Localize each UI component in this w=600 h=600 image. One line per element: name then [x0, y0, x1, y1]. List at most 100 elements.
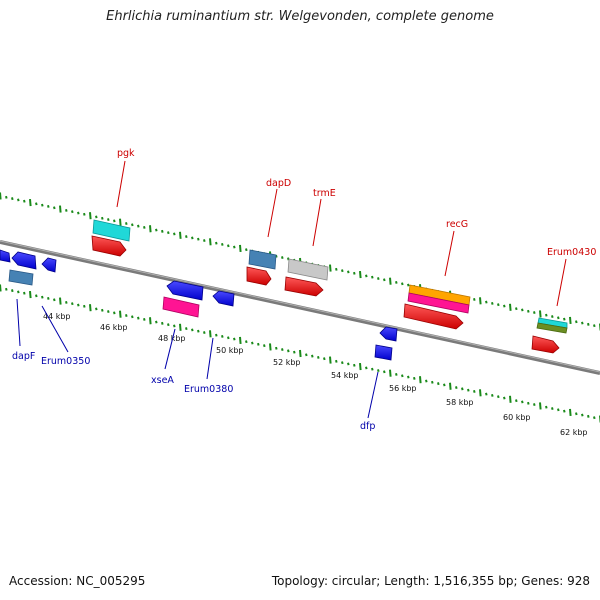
kbp-label: 50 kbp: [216, 346, 244, 355]
gene-label-dfp[interactable]: dfp: [360, 421, 375, 432]
tick-mark: [485, 300, 488, 304]
tick-mark: [473, 298, 476, 301]
tick-mark: [239, 244, 242, 252]
tick-mark: [155, 228, 158, 232]
tick-mark: [413, 376, 416, 380]
tick-mark: [539, 402, 542, 410]
genome-backbone: [0, 240, 600, 375]
tick-mark: [299, 349, 302, 358]
tick-mark: [113, 219, 116, 223]
tick-mark: [209, 330, 212, 338]
tick-mark: [131, 223, 134, 227]
dfp-feature[interactable]: [374, 326, 398, 361]
tick-mark: [479, 297, 482, 305]
gene-label-dapD[interactable]: dapD: [266, 178, 291, 189]
tick-mark: [497, 303, 500, 307]
dapD-callout: [267, 188, 278, 238]
tick-mark: [179, 323, 182, 331]
tick-mark: [179, 231, 182, 239]
gene-label-Erum0430[interactable]: Erum0430: [547, 247, 596, 258]
tick-mark: [251, 341, 254, 345]
tick-mark: [359, 363, 362, 371]
Erum0350-feature[interactable]: [41, 257, 57, 273]
tick-mark: [107, 218, 110, 222]
tick-mark: [569, 408, 572, 417]
kbp-label: 60 kbp: [503, 413, 531, 422]
gene-label-Erum0380[interactable]: Erum0380: [184, 384, 233, 395]
tick-mark: [347, 362, 350, 366]
tick-mark: [365, 274, 368, 278]
tick-mark: [215, 333, 218, 337]
tick-mark: [365, 366, 368, 370]
trmE-feature[interactable]: [284, 258, 329, 297]
tick-mark: [149, 225, 152, 233]
tick-mark: [455, 386, 458, 390]
tick-mark: [209, 238, 212, 246]
gene-label-trmE[interactable]: trmE: [313, 188, 336, 199]
tick-mark: [65, 300, 68, 304]
tick-mark: [473, 390, 476, 393]
gene-label-Erum0350[interactable]: Erum0350: [41, 356, 90, 367]
tick-mark: [293, 350, 296, 354]
trmE-callout: [312, 198, 322, 247]
tick-mark: [173, 232, 176, 236]
tick-mark: [479, 389, 482, 397]
tick-mark: [203, 331, 206, 334]
tick-mark: [101, 216, 104, 220]
tick-mark: [461, 387, 464, 391]
Erum0430-feature[interactable]: [531, 317, 568, 354]
tick-mark: [491, 301, 494, 305]
tick-mark: [557, 408, 560, 412]
tick-mark: [551, 407, 554, 410]
recG-feature[interactable]: [403, 284, 471, 330]
tick-mark: [0, 284, 2, 292]
Erum0380-callout: [206, 337, 214, 380]
tick-mark: [89, 304, 92, 312]
tick-mark: [449, 382, 452, 390]
tick-mark: [353, 271, 356, 275]
dfp-callout: [367, 371, 379, 419]
tick-mark: [371, 367, 374, 371]
tick-mark: [377, 369, 380, 372]
kbp-label: 48 kbp: [158, 334, 186, 343]
dapD-feature[interactable]: [246, 249, 277, 286]
tick-mark: [587, 322, 590, 326]
genome-summary-text: Topology: circular; Length: 1,516,355 bp…: [271, 574, 590, 588]
tick-mark: [5, 195, 8, 199]
tick-mark: [227, 336, 230, 340]
tick-mark: [215, 241, 218, 245]
tick-mark: [407, 375, 410, 379]
tick-mark: [527, 401, 530, 405]
map-title: Ehrlichia ruminantium str. Welgevonden, …: [106, 9, 494, 24]
tick-mark: [89, 212, 92, 220]
tick-mark: [335, 359, 338, 363]
left-edge-feature[interactable]: [0, 249, 11, 263]
tick-mark: [185, 327, 188, 331]
tick-mark: [23, 199, 26, 203]
tick-mark: [545, 313, 548, 317]
tick-mark: [11, 197, 14, 201]
gene-label-recG[interactable]: recG: [446, 219, 468, 230]
tick-mark: [269, 343, 272, 351]
pgk-callout: [116, 160, 126, 208]
tick-mark: [521, 400, 524, 404]
tick-mark: [17, 290, 20, 294]
tick-mark: [377, 277, 380, 280]
pgk-feature[interactable]: [91, 219, 131, 257]
Erum0380-feature[interactable]: [212, 290, 235, 307]
tick-mark: [515, 399, 518, 403]
tick-mark: [167, 231, 170, 235]
tick-mark: [497, 395, 500, 399]
gene-label-dapF[interactable]: dapF: [12, 351, 35, 362]
tick-mark: [155, 320, 158, 324]
tick-mark: [389, 369, 392, 377]
xseA-feature[interactable]: [162, 280, 204, 318]
tick-mark: [65, 208, 68, 212]
gene-label-pgk[interactable]: pgk: [117, 148, 135, 159]
tick-mark: [329, 264, 332, 272]
dapF-feature[interactable]: [8, 251, 37, 286]
gene-label-xseA[interactable]: xseA: [151, 375, 174, 386]
kbp-label: 52 kbp: [273, 358, 301, 367]
kbp-label: 46 kbp: [100, 323, 128, 332]
tick-mark: [101, 308, 104, 312]
